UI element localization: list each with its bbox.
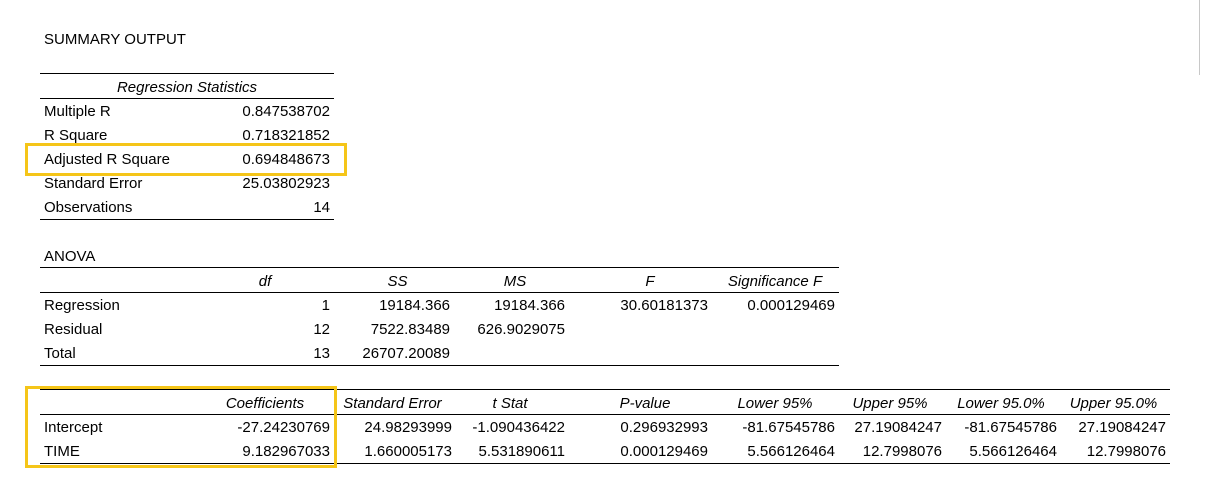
anova-cell: 13 — [313, 345, 330, 362]
coef-header-lower-95: Lower 95% — [737, 395, 813, 412]
scrollbar[interactable] — [1199, 0, 1207, 75]
page-title: SUMMARY OUTPUT — [44, 31, 186, 48]
stat-value-adjusted-r-square: 0.694848673 — [242, 151, 330, 168]
coef-header-coefficients: Coefficients — [225, 395, 305, 412]
anova-header-significance-f: Significance F — [727, 273, 823, 290]
stat-label-standard-error: Standard Error — [44, 175, 143, 192]
coef-cell: 24.98293999 — [364, 419, 452, 436]
anova-header-ms: MS — [503, 273, 527, 290]
coef-row-label-time: TIME — [44, 443, 80, 460]
coef-cell: 1.660005173 — [364, 443, 452, 460]
coef-header-rule — [40, 414, 1170, 415]
stat-label-multiple-r: Multiple R — [44, 103, 111, 120]
coef-header-t-stat: t Stat — [492, 395, 528, 412]
stat-label-adjusted-r-square: Adjusted R Square — [44, 151, 170, 168]
coef-bottom-rule — [40, 463, 1170, 464]
coef-cell: 27.19084247 — [854, 419, 942, 436]
coef-header-p-value: P-value — [619, 395, 671, 412]
coef-cell: 5.531890611 — [478, 443, 565, 460]
anova-header-df: df — [258, 273, 272, 290]
anova-cell: 7522.83489 — [370, 321, 450, 338]
anova-cell: 0.000129469 — [747, 297, 835, 314]
anova-header-f: F — [645, 273, 655, 290]
highlight-box-coefficients — [25, 386, 337, 468]
stat-value-observations: 14 — [313, 199, 330, 216]
table-bottom-rule — [40, 219, 334, 220]
anova-title: ANOVA — [44, 248, 96, 265]
coef-header-standard-error: Standard Error — [343, 395, 442, 412]
coef-cell: 27.19084247 — [1078, 419, 1166, 436]
coef-cell: 12.7998076 — [862, 443, 942, 460]
highlight-box-adjusted-r-square — [25, 143, 347, 176]
stat-value-r-square: 0.718321852 — [242, 127, 330, 144]
anova-row-label: Regression — [44, 297, 120, 314]
anova-header-ss: SS — [387, 273, 408, 290]
anova-cell: 30.60181373 — [620, 297, 708, 314]
stat-value-multiple-r: 0.847538702 — [242, 103, 330, 120]
coef-cell: 5.566126464 — [747, 443, 835, 460]
coef-cell: 9.182967033 — [242, 443, 330, 460]
anova-row-label: Residual — [44, 321, 103, 338]
coef-header-lower-95-0: Lower 95.0% — [957, 395, 1045, 412]
coef-header-upper-95-0: Upper 95.0% — [1069, 395, 1158, 412]
anova-cell: 19184.366 — [494, 297, 565, 314]
header-rule — [40, 98, 334, 99]
anova-row-label: Total — [44, 345, 76, 362]
anova-bottom-rule — [40, 365, 839, 366]
coef-cell: -81.67545786 — [964, 419, 1057, 436]
anova-cell: 12 — [313, 321, 330, 338]
coef-header-upper-95: Upper 95% — [852, 395, 928, 412]
regression-statistics-header: Regression Statistics — [116, 79, 258, 96]
coef-top-rule — [40, 389, 1170, 390]
coef-cell: 12.7998076 — [1086, 443, 1166, 460]
anova-cell: 1 — [321, 297, 330, 314]
coef-cell: -1.090436422 — [472, 419, 565, 436]
stat-label-observations: Observations — [44, 199, 133, 216]
anova-cell: 626.9029075 — [477, 321, 565, 338]
stat-label-r-square: R Square — [44, 127, 108, 144]
coef-cell: 0.296932993 — [620, 419, 708, 436]
anova-cell: 19184.366 — [379, 297, 450, 314]
table-top-rule — [40, 73, 334, 74]
coef-cell: 5.566126464 — [969, 443, 1057, 460]
coef-cell: -27.24230769 — [237, 419, 330, 436]
anova-header-rule — [40, 292, 839, 293]
stat-value-standard-error: 25.03802923 — [242, 175, 330, 192]
coef-cell: 0.000129469 — [620, 443, 708, 460]
anova-cell: 26707.20089 — [362, 345, 450, 362]
coef-row-label-intercept: Intercept — [44, 419, 103, 436]
coef-cell: -81.67545786 — [742, 419, 835, 436]
anova-top-rule — [40, 267, 839, 268]
